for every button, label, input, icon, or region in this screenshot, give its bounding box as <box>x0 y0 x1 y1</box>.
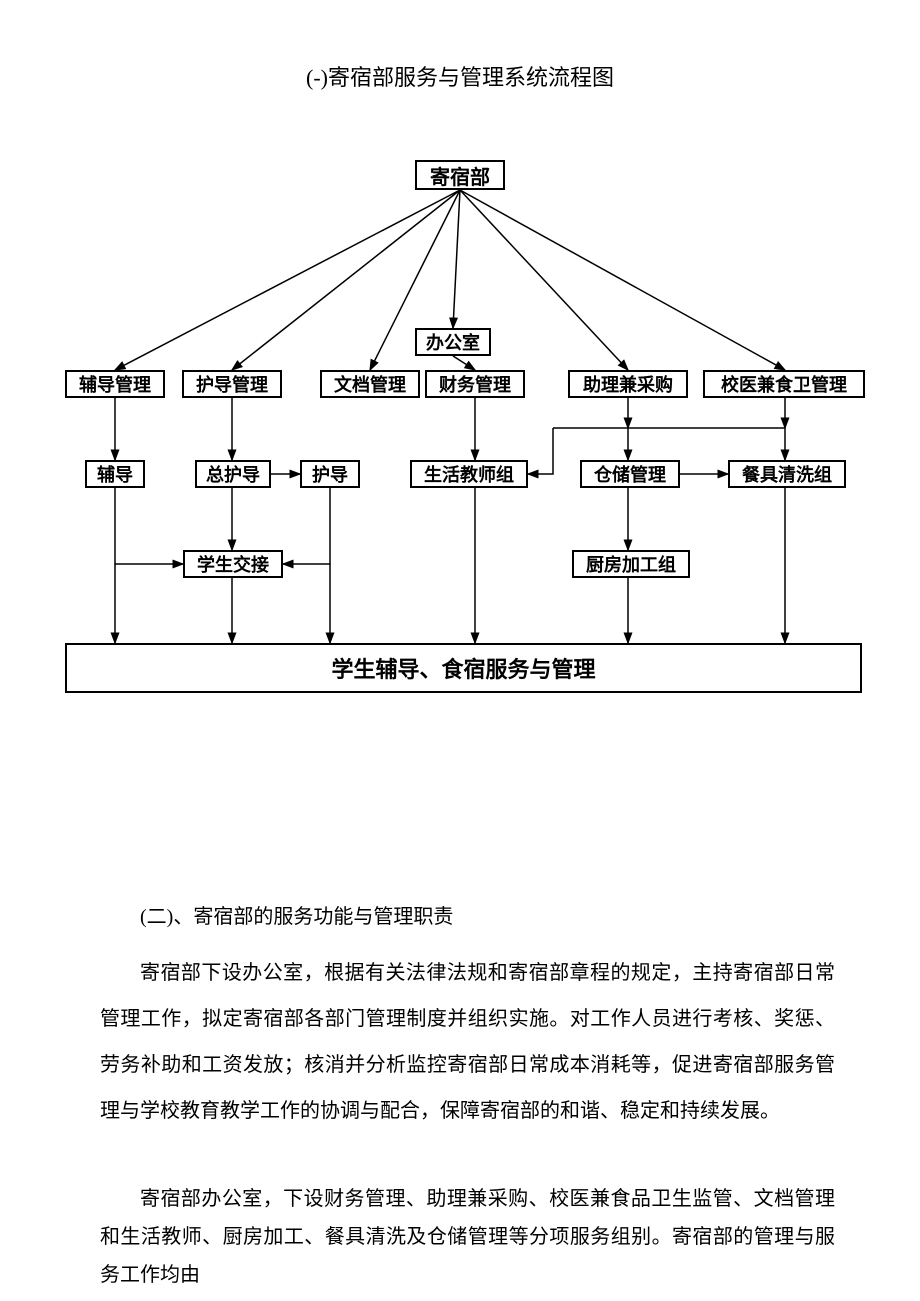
flownode-final: 学生辅导、食宿服务与管理 <box>65 643 862 693</box>
paragraph-1: 寄宿部下设办公室，根据有关法律法规和寄宿部章程的规定，主持寄宿部日常管理工作，拟… <box>100 950 835 1134</box>
flownode-r3e: 仓储管理 <box>580 460 680 488</box>
flownode-r2b: 护导管理 <box>182 370 282 398</box>
flownode-r2d: 财务管理 <box>425 370 525 398</box>
flownode-r2f: 校医兼食卫管理 <box>703 370 865 398</box>
flownode-r2c: 文档管理 <box>320 370 420 398</box>
flowchart-edges <box>65 160 865 715</box>
page-title: (-)寄宿部服务与管理系统流程图 <box>0 60 920 92</box>
flownode-r3a: 辅导 <box>85 460 145 488</box>
paragraph-2: 寄宿部办公室，下设财务管理、助理兼采购、校医兼食品卫生监管、文档管理和生活教师、… <box>100 1180 835 1294</box>
section-subtitle: (二)、寄宿部的服务功能与管理职责 <box>140 900 453 929</box>
flownode-r2e: 助理兼采购 <box>568 370 688 398</box>
flownode-root: 寄宿部 <box>415 160 505 190</box>
flowchart-container: 寄宿部办公室辅导管理护导管理 文档管理财务管理 助理兼采购校医兼食卫管理辅导 总护导 护… <box>65 160 865 715</box>
flownode-r3f: 餐具清洗组 <box>728 460 846 488</box>
flownode-r4a: 学生交接 <box>183 550 283 578</box>
flownode-r3d: 生活教师组 <box>410 460 528 488</box>
flownode-office: 办公室 <box>415 328 491 356</box>
flownode-r4b: 厨房加工组 <box>572 550 690 578</box>
flownode-r3c: 护导 <box>300 460 360 488</box>
flownode-r3b: 总护导 <box>195 460 271 488</box>
flownode-r2a: 辅导管理 <box>65 370 165 398</box>
